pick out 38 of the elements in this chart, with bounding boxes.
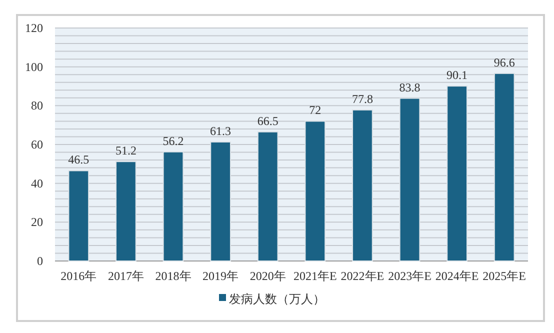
bar xyxy=(162,151,184,262)
data-label: 66.5 xyxy=(257,114,278,128)
bar xyxy=(68,170,90,262)
legend-label: 发病人数（万人） xyxy=(229,292,325,306)
y-tick-label: 40 xyxy=(31,176,43,190)
bar xyxy=(399,98,420,262)
bar xyxy=(257,131,278,262)
x-tick-label: 2017年 xyxy=(108,269,144,283)
x-tick-label: 2025年E xyxy=(482,269,526,283)
y-tick-label: 20 xyxy=(31,215,43,230)
y-tick-label: 80 xyxy=(31,98,43,113)
x-tick-label: 2022年E xyxy=(340,269,384,283)
data-label: 61.3 xyxy=(210,124,232,138)
data-label: 46.5 xyxy=(68,152,90,167)
data-label: 90.1 xyxy=(446,68,468,82)
x-tick-label: 2023年E xyxy=(388,269,432,283)
y-tick-label: 0 xyxy=(37,254,43,268)
bar xyxy=(116,161,136,262)
bar xyxy=(304,120,326,262)
bar xyxy=(446,86,468,262)
data-label: 72 xyxy=(309,103,322,118)
x-tick-label: 2016年 xyxy=(60,269,97,283)
x-tick-label: 2018年 xyxy=(155,269,192,283)
y-tick-label: 100 xyxy=(25,60,43,74)
data-label: 83.8 xyxy=(399,80,420,94)
data-label: 77.8 xyxy=(352,92,373,106)
y-tick-label: 60 xyxy=(31,138,43,152)
x-tick-label: 2020年 xyxy=(250,269,286,283)
bar xyxy=(494,72,515,262)
x-tick-label: 2019年 xyxy=(202,269,239,283)
y-tick-label: 120 xyxy=(25,21,43,35)
x-tick-label: 2024年E xyxy=(435,269,479,283)
bar xyxy=(210,141,231,262)
data-label: 96.6 xyxy=(494,55,515,70)
x-tick-label: 2021年E xyxy=(293,269,337,283)
data-label: 56.2 xyxy=(162,134,184,148)
bar xyxy=(352,109,373,262)
data-label: 51.2 xyxy=(115,144,136,158)
